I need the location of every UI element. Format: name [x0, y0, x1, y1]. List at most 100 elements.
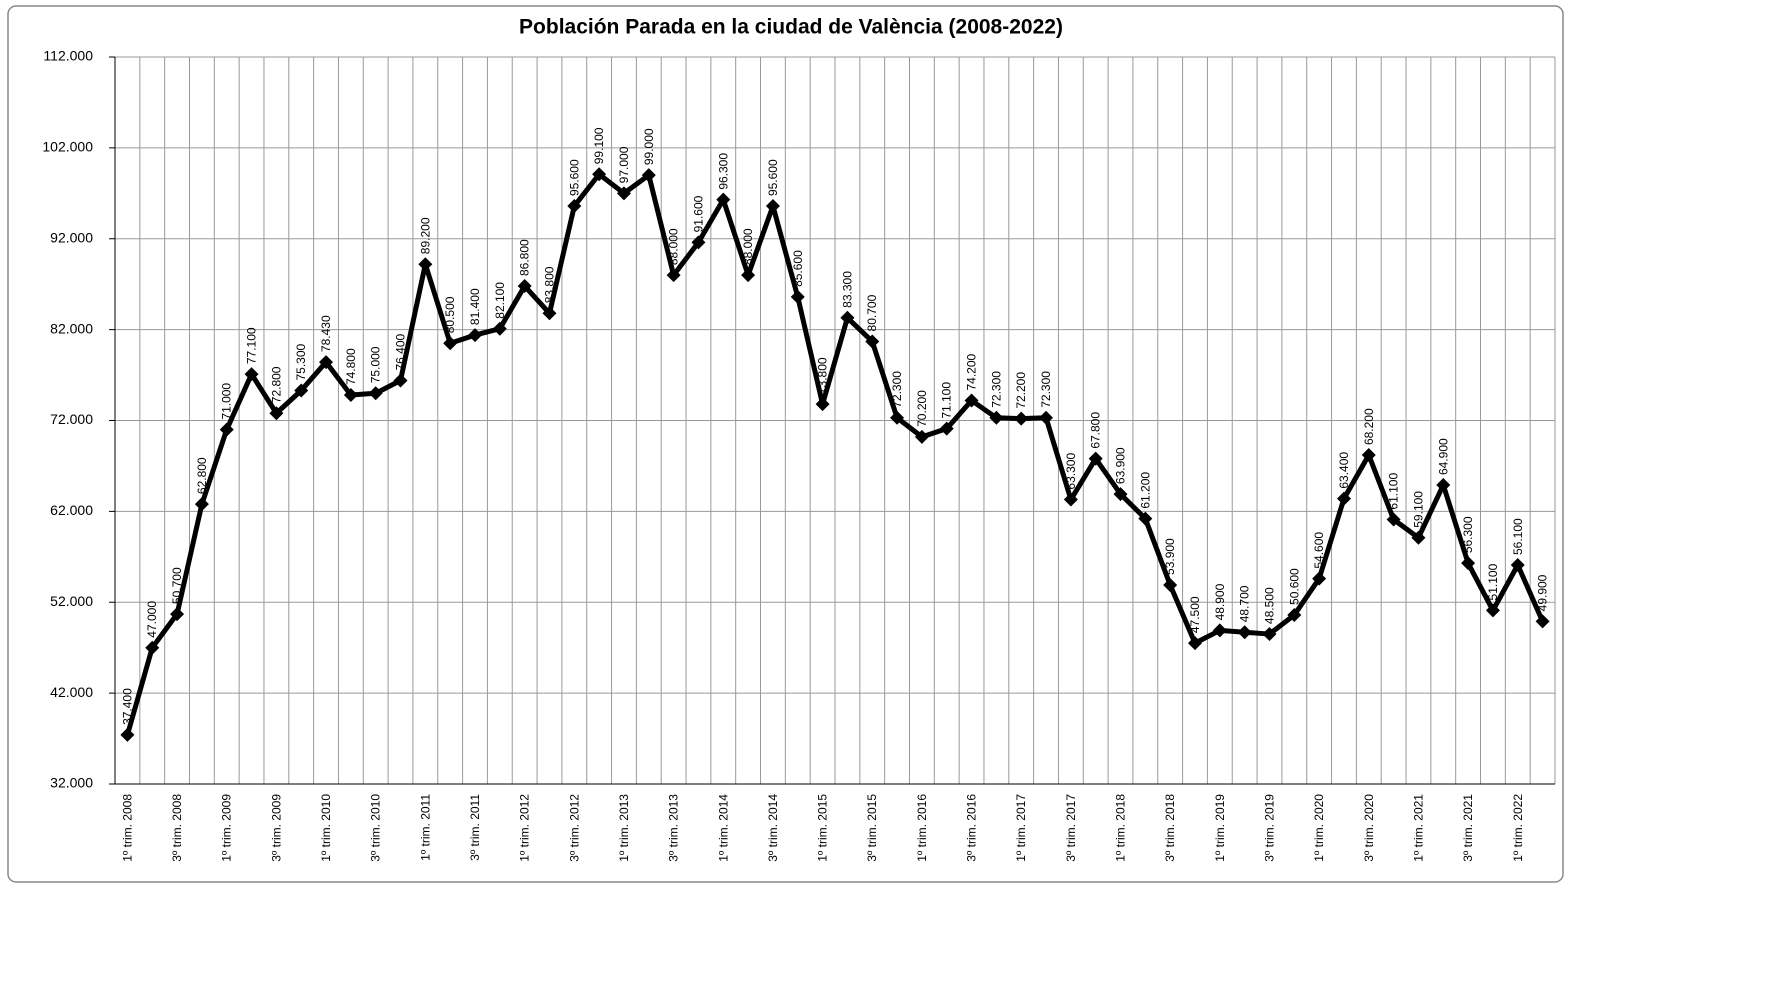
data-label: 64.900 [1436, 438, 1450, 475]
data-marker [939, 421, 954, 436]
data-label: 71.000 [220, 383, 234, 420]
data-label: 74.800 [344, 348, 358, 385]
data-label: 59.100 [1411, 491, 1425, 528]
data-label: 37.400 [120, 688, 134, 725]
data-marker [542, 306, 557, 321]
data-marker [1287, 607, 1302, 622]
x-tick-label: 3º trim. 2013 [667, 794, 681, 862]
x-tick-label: 3º trim. 2016 [965, 794, 979, 862]
y-tick-label: 52.000 [50, 593, 93, 609]
data-marker [492, 321, 507, 336]
x-tick-label: 1º trim. 2013 [617, 794, 631, 862]
data-marker [815, 397, 830, 412]
data-label: 53.900 [1163, 538, 1177, 575]
data-label: 86.800 [518, 239, 532, 276]
data-label: 82.100 [493, 282, 507, 319]
x-tick-label: 1º trim. 2017 [1014, 794, 1028, 862]
data-label: 54.600 [1312, 532, 1326, 569]
data-label: 89.200 [418, 217, 432, 254]
data-label: 61.200 [1138, 472, 1152, 509]
data-marker [1113, 487, 1128, 502]
data-label: 75.300 [294, 343, 308, 380]
data-label: 77.100 [245, 327, 259, 364]
data-label: 88.000 [741, 228, 755, 265]
data-marker [219, 422, 234, 437]
data-marker [393, 373, 408, 388]
x-tick-label: 3º trim. 2018 [1163, 794, 1177, 862]
data-marker [1535, 614, 1550, 629]
x-tick-label: 1º trim. 2021 [1411, 794, 1425, 862]
data-label: 67.800 [1089, 412, 1103, 449]
data-line [125, 171, 1545, 736]
data-marker [567, 199, 582, 214]
data-label: 88.000 [667, 228, 681, 265]
data-label: 83.800 [542, 266, 556, 303]
y-tick-label: 72.000 [50, 411, 93, 427]
data-label: 68.200 [1362, 408, 1376, 445]
data-label: 50.600 [1287, 568, 1301, 605]
data-marker [319, 355, 334, 370]
x-tick-label: 3º trim. 2008 [170, 794, 184, 862]
data-marker [666, 268, 681, 283]
data-label: 72.800 [269, 366, 283, 403]
data-label: 72.300 [890, 371, 904, 408]
x-tick-label: 1º trim. 2022 [1511, 794, 1525, 862]
x-tick-label: 1º trim. 2011 [418, 794, 432, 861]
data-marker [1361, 448, 1376, 463]
data-marker [1436, 478, 1451, 493]
data-marker [865, 334, 880, 349]
data-label: 75.000 [369, 346, 383, 383]
data-label: 85.600 [791, 250, 805, 287]
y-tick-label: 112.000 [43, 48, 93, 64]
data-marker [443, 336, 458, 351]
data-label: 63.900 [1114, 447, 1128, 484]
x-tick-label: 1º trim. 2012 [518, 794, 532, 862]
data-label: 48.500 [1262, 587, 1276, 624]
data-label: 70.200 [915, 390, 929, 427]
data-label: 62.800 [195, 457, 209, 494]
data-marker [1014, 411, 1029, 426]
x-tick-label: 1º trim. 2008 [120, 794, 134, 862]
data-marker [1336, 491, 1351, 506]
data-label: 97.000 [617, 146, 631, 183]
data-marker [1485, 603, 1500, 618]
data-marker [170, 607, 185, 622]
data-marker [716, 192, 731, 207]
data-marker [1063, 492, 1078, 507]
data-marker [418, 257, 433, 272]
data-label: 47.500 [1188, 596, 1202, 633]
x-tick-label: 3º trim. 2014 [766, 794, 780, 862]
data-label: 50.700 [170, 567, 184, 604]
data-label: 56.100 [1511, 518, 1525, 555]
data-marker [468, 328, 482, 343]
x-tick-label: 1º trim. 2014 [716, 794, 730, 862]
data-marker [989, 410, 1004, 425]
data-label: 99.100 [592, 127, 606, 164]
data-marker [1212, 623, 1227, 638]
x-tick-label: 1º trim. 2009 [220, 794, 234, 862]
data-marker [1411, 530, 1426, 545]
data-marker [964, 393, 979, 408]
data-marker [1312, 571, 1327, 586]
data-label: 63.300 [1064, 453, 1078, 490]
data-marker [914, 429, 929, 444]
data-label: 78.430 [319, 315, 333, 352]
x-tick-label: 1º trim. 2018 [1114, 794, 1128, 862]
x-tick-label: 3º trim. 2010 [369, 794, 383, 862]
x-tick-label: 1º trim. 2015 [816, 794, 830, 862]
y-tick-label: 102.000 [42, 139, 93, 155]
data-marker [194, 497, 209, 512]
data-marker [840, 310, 855, 325]
x-tick-label: 1º trim. 2010 [319, 794, 333, 862]
data-marker [790, 289, 805, 304]
data-label: 61.100 [1387, 473, 1401, 510]
x-tick-label: 3º trim. 2009 [269, 794, 283, 862]
data-label: 96.300 [716, 153, 730, 190]
data-label: 95.600 [567, 159, 581, 196]
x-tick-label: 3º trim. 2019 [1262, 794, 1276, 862]
y-tick-label: 92.000 [50, 229, 93, 245]
x-tick-label: 3º trim. 2011 [468, 794, 482, 861]
data-label: 56.300 [1461, 516, 1475, 553]
data-marker [1237, 625, 1252, 640]
